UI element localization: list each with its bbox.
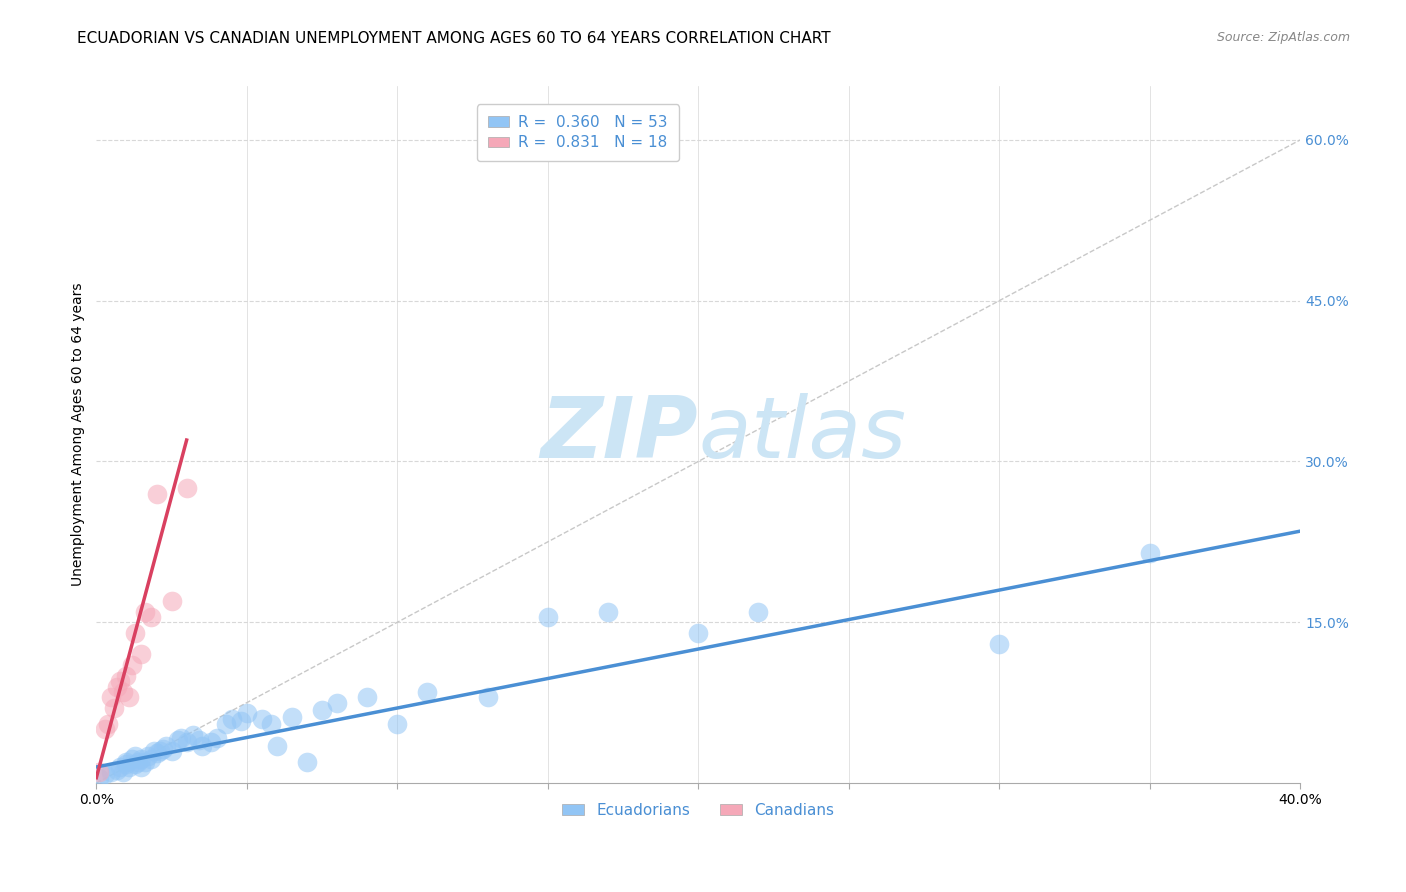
Text: Source: ZipAtlas.com: Source: ZipAtlas.com (1216, 31, 1350, 45)
Point (131, 752, 153, 766)
Point (387, 717, 409, 731)
Point (94, 767, 117, 781)
Point (127, 755, 149, 769)
Point (205, 731, 228, 745)
Point (115, 755, 138, 769)
Point (110, 760, 132, 774)
Point (103, 701, 125, 715)
Point (187, 733, 209, 747)
Point (160, 744, 183, 758)
Point (97, 717, 120, 731)
Point (295, 755, 318, 769)
Point (281, 709, 304, 723)
Point (356, 690, 378, 705)
Point (326, 696, 349, 710)
Point (124, 756, 146, 771)
Point (416, 685, 439, 699)
Point (215, 717, 238, 731)
Point (121, 658, 143, 673)
Point (107, 763, 129, 777)
Point (250, 712, 273, 726)
Point (134, 755, 156, 769)
Point (169, 731, 191, 745)
Point (176, 735, 198, 749)
Point (131, 760, 153, 774)
Point (110, 674, 132, 689)
Point (142, 744, 165, 758)
Point (145, 486, 167, 500)
Point (477, 690, 499, 705)
Point (311, 703, 333, 717)
Point (266, 739, 288, 753)
Point (988, 637, 1011, 651)
Point (115, 669, 138, 683)
Point (89, 765, 111, 780)
Point (1139, 546, 1161, 560)
Point (112, 765, 135, 780)
Point (131, 648, 153, 662)
Point (190, 739, 212, 753)
Point (134, 605, 156, 619)
Point (181, 728, 204, 742)
Point (160, 594, 183, 608)
Point (229, 714, 252, 728)
Point (121, 752, 143, 766)
Point (236, 706, 259, 721)
Point (166, 733, 188, 747)
Text: ECUADORIAN VS CANADIAN UNEMPLOYMENT AMONG AGES 60 TO 64 YEARS CORRELATION CHART: ECUADORIAN VS CANADIAN UNEMPLOYMENT AMON… (77, 31, 831, 46)
Point (118, 690, 141, 705)
Point (155, 739, 177, 753)
Point (124, 749, 146, 764)
Point (152, 741, 174, 756)
Point (112, 685, 135, 699)
Point (107, 680, 129, 694)
Point (148, 744, 170, 758)
Y-axis label: Unemployment Among Ages 60 to 64 years: Unemployment Among Ages 60 to 64 years (72, 283, 86, 586)
Text: atlas: atlas (699, 393, 907, 476)
Point (200, 735, 222, 749)
Text: ZIP: ZIP (540, 393, 699, 476)
Point (94, 723, 117, 737)
Point (596, 605, 619, 619)
Point (100, 690, 122, 705)
Point (124, 626, 146, 640)
Point (176, 481, 198, 495)
Point (537, 610, 560, 624)
Point (89, 771, 111, 785)
Point (136, 749, 159, 764)
Point (145, 746, 167, 760)
Point (747, 605, 769, 619)
Point (118, 760, 141, 774)
Point (139, 610, 162, 624)
Point (139, 752, 162, 766)
Point (260, 717, 283, 731)
Point (115, 756, 138, 771)
Point (688, 626, 710, 640)
Point (100, 765, 122, 780)
Point (221, 712, 243, 726)
Legend: Ecuadorians, Canadians: Ecuadorians, Canadians (557, 797, 841, 824)
